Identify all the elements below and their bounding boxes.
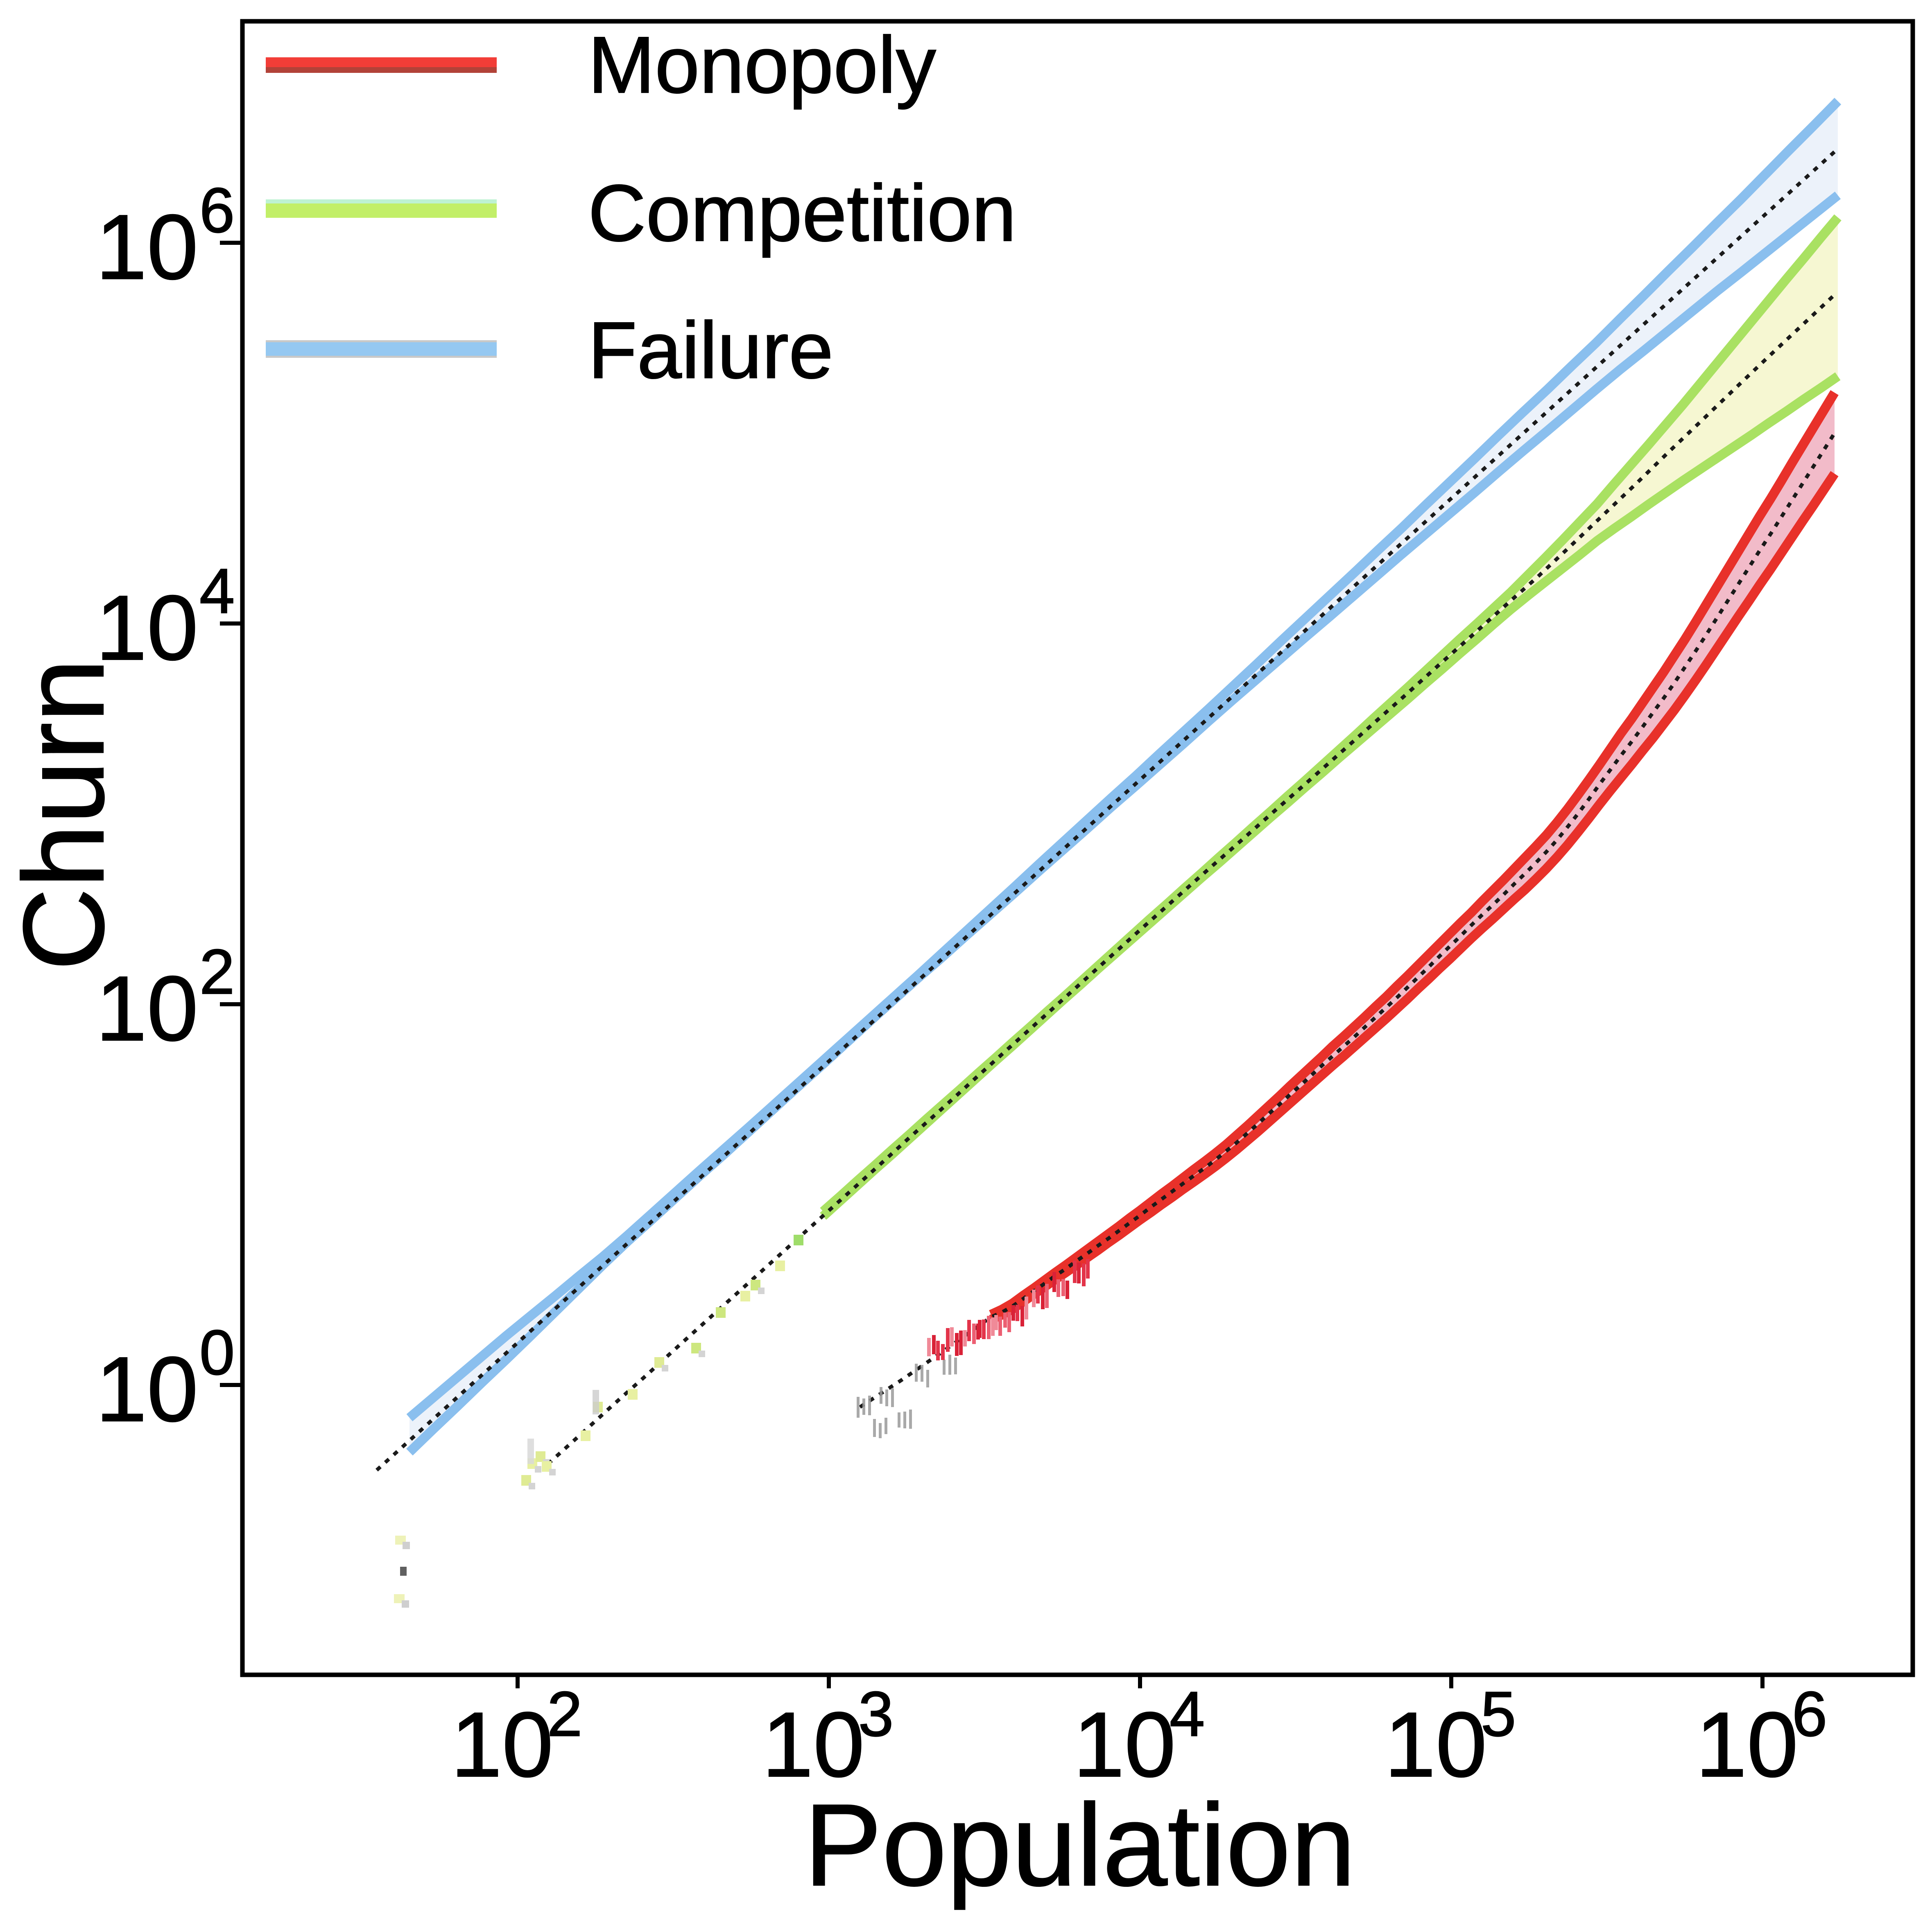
svg-text:10: 10 (96, 957, 198, 1060)
svg-text:10: 10 (451, 1693, 553, 1796)
svg-text:6: 6 (199, 175, 235, 246)
svg-text:6: 6 (1792, 1679, 1827, 1749)
svg-text:Monopoly: Monopoly (588, 20, 936, 110)
svg-text:5: 5 (1481, 1679, 1516, 1749)
svg-text:Churn: Churn (0, 659, 128, 971)
svg-text:4: 4 (1170, 1679, 1205, 1749)
svg-text:10: 10 (96, 195, 198, 298)
svg-text:Competition: Competition (588, 168, 1016, 258)
svg-text:10: 10 (96, 1337, 198, 1441)
svg-text:2: 2 (547, 1679, 582, 1749)
svg-text:2: 2 (199, 936, 235, 1007)
svg-text:10: 10 (1696, 1693, 1798, 1796)
svg-text:Failure: Failure (588, 305, 833, 395)
svg-text:10: 10 (1385, 1693, 1487, 1796)
svg-text:10: 10 (1073, 1693, 1176, 1796)
svg-text:0: 0 (199, 1317, 235, 1388)
svg-text:3: 3 (858, 1679, 894, 1749)
svg-text:Population: Population (804, 1780, 1356, 1911)
svg-text:10: 10 (96, 576, 198, 679)
svg-text:4: 4 (199, 556, 235, 626)
svg-text:10: 10 (762, 1693, 864, 1796)
